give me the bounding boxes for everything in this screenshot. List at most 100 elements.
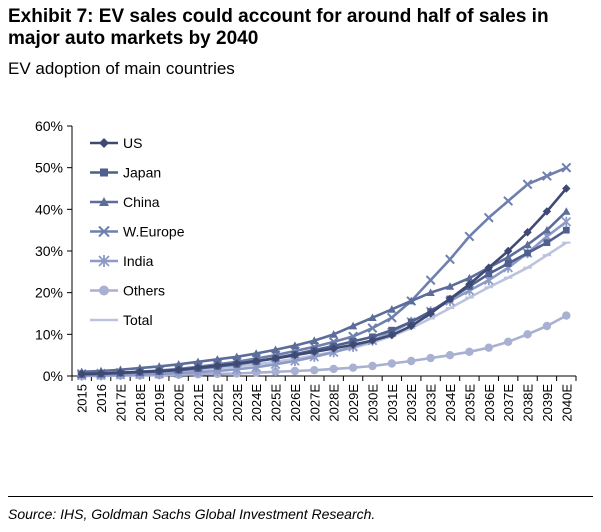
y-tick-label: 60% xyxy=(35,118,63,134)
x-tick-label: 2027E xyxy=(307,384,322,422)
x-tick-label: 2028E xyxy=(327,384,342,422)
point-others xyxy=(290,366,300,376)
legend-label-china: China xyxy=(123,194,160,210)
point-us xyxy=(368,336,377,345)
point-us xyxy=(426,309,435,318)
point-others xyxy=(348,363,358,372)
x-tick-label: 2024E xyxy=(249,384,264,422)
ev-adoption-chart: 0% 10% 20% 30% 40% 50% 60% 2015 2016 2017E 2018E 20… xyxy=(35,118,577,422)
point-china xyxy=(213,355,222,363)
legend-marker-us xyxy=(99,138,109,148)
point-china xyxy=(232,352,241,361)
point-japan xyxy=(562,226,570,234)
x-tick-label: 2025E xyxy=(269,384,284,422)
point-india xyxy=(561,216,572,227)
y-tick-label: 50% xyxy=(35,160,63,176)
point-us xyxy=(213,361,222,370)
x-tick-label: 2037E xyxy=(501,384,516,422)
x-tick-label: 2040E xyxy=(559,384,574,422)
point-china xyxy=(155,362,164,370)
chart-subtitle: EV adoption of main countries xyxy=(8,59,235,78)
x-tick-label: 2034E xyxy=(443,384,458,422)
point-us xyxy=(407,321,416,331)
x-tick-label: 2019E xyxy=(152,384,167,422)
point-others xyxy=(465,347,474,357)
source-divider xyxy=(8,496,593,497)
legend-label-others: Others xyxy=(123,283,165,299)
legend-label-japan: Japan xyxy=(123,165,161,181)
point-others xyxy=(271,367,280,377)
point-japan xyxy=(485,270,493,278)
point-china xyxy=(271,345,280,354)
legend-marker-others xyxy=(99,285,109,296)
x-tick-label: 2039E xyxy=(540,384,555,422)
x-tick-label: 2031E xyxy=(385,384,400,422)
point-japan xyxy=(524,249,531,257)
point-us xyxy=(310,347,319,357)
point-us xyxy=(542,207,552,216)
point-china xyxy=(348,321,358,330)
point-others xyxy=(387,359,397,368)
point-us xyxy=(135,367,145,377)
legend-label-india: India xyxy=(123,253,154,269)
point-us xyxy=(523,228,532,237)
legend-marker-india xyxy=(98,255,110,267)
point-us xyxy=(503,246,513,256)
point-us xyxy=(484,263,493,272)
point-us xyxy=(290,350,300,360)
point-japan xyxy=(543,239,551,247)
point-china xyxy=(387,305,397,313)
point-china xyxy=(542,225,552,234)
x-tick-label: 2020E xyxy=(172,384,187,422)
point-w-europe xyxy=(561,162,572,173)
exhibit-title: Exhibit 7: EV sales could account for ar… xyxy=(8,6,549,49)
point-us xyxy=(174,365,183,374)
x-tick-label: 2022E xyxy=(210,384,225,422)
point-china xyxy=(368,313,377,322)
legend-marker-w-europe xyxy=(98,225,110,238)
legend-label-us: US xyxy=(123,135,142,151)
point-us xyxy=(465,280,474,289)
point-w-europe xyxy=(483,212,494,223)
point-china xyxy=(310,336,319,344)
source-note: Source: IHS, Goldman Sachs Global Invest… xyxy=(8,506,376,522)
point-others xyxy=(407,356,416,366)
point-us xyxy=(271,354,280,363)
point-japan xyxy=(388,326,396,334)
point-others xyxy=(542,321,552,331)
point-us xyxy=(77,369,86,379)
point-others xyxy=(503,337,513,347)
point-china xyxy=(193,357,203,366)
point-others xyxy=(523,330,532,339)
point-w-europe xyxy=(386,312,397,323)
x-tick-label: 2036E xyxy=(482,384,497,422)
y-tick-label: 0% xyxy=(43,368,63,384)
point-others xyxy=(368,361,377,371)
point-us xyxy=(193,363,203,372)
point-us xyxy=(348,340,358,349)
x-tick-label: 2018E xyxy=(133,384,148,422)
x-tick-label: 2017E xyxy=(113,384,128,422)
legend-marker-japan xyxy=(100,168,108,177)
point-us xyxy=(562,184,571,193)
legend-marker-china xyxy=(99,197,109,206)
point-others xyxy=(484,343,493,352)
point-japan xyxy=(504,260,512,267)
point-china xyxy=(523,240,532,249)
y-tick-label: 40% xyxy=(35,201,63,217)
point-china xyxy=(329,330,338,338)
point-china xyxy=(426,288,435,297)
point-us xyxy=(251,356,261,366)
point-us xyxy=(232,359,241,368)
legend-label-total: Total xyxy=(123,312,153,328)
point-china xyxy=(465,273,474,282)
y-tick-label: 30% xyxy=(35,243,63,259)
point-others xyxy=(562,311,571,320)
point-w-europe xyxy=(367,323,378,333)
point-china xyxy=(174,360,183,368)
x-tick-label: 2032E xyxy=(404,384,419,422)
x-tick-label: 2035E xyxy=(462,384,477,422)
point-w-europe xyxy=(464,231,475,242)
point-w-europe xyxy=(425,275,436,286)
x-tick-label: 2015 xyxy=(75,384,90,413)
